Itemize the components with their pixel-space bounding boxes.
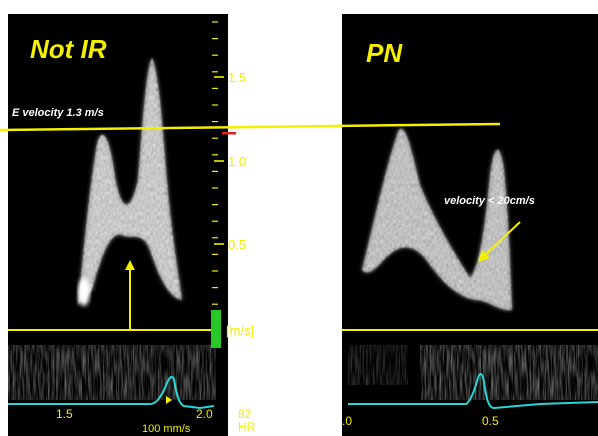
velocity-scale <box>211 21 236 348</box>
heart-rate-value: 82 <box>238 407 252 421</box>
heart-rate-label: HR <box>238 420 256 434</box>
right-panel-title: PN <box>366 38 403 68</box>
left-time-label-1: 1.5 <box>56 407 73 421</box>
low-velocity-note: velocity < 20cm/s <box>444 195 535 207</box>
right-bottom-band-noise-left <box>348 345 408 385</box>
left-doppler-envelope <box>78 58 182 306</box>
left-panel-title: Not IR <box>30 34 107 64</box>
right-doppler-envelope <box>362 128 512 311</box>
scale-green-indicator <box>211 310 221 348</box>
scale-tick-1-5: 1.5 <box>228 70 246 85</box>
right-time-label-1: .0 <box>342 414 352 428</box>
scale-tick-0-5: 0.5 <box>228 237 246 252</box>
right-arrow <box>478 221 521 262</box>
scale-tick-1-0: 1.0 <box>228 154 246 169</box>
left-ecg-marker <box>166 396 172 404</box>
e-velocity-note: E velocity 1.3 m/s <box>12 107 104 119</box>
left-time-label-2: 2.0 <box>196 407 213 421</box>
left-ecg-trace <box>8 375 215 410</box>
scale-unit: [m/s] <box>226 323 254 338</box>
e-velocity-line <box>0 122 501 132</box>
left-arrow <box>125 260 135 330</box>
left-bottom-band-noise <box>8 345 216 400</box>
right-ecg-trace <box>348 372 598 410</box>
scale-red-marker <box>222 132 236 135</box>
right-time-label-2: 0.5 <box>482 414 499 428</box>
sweep-speed-label: 100 mm/s <box>142 423 191 435</box>
right-bottom-band-noise <box>420 345 598 400</box>
